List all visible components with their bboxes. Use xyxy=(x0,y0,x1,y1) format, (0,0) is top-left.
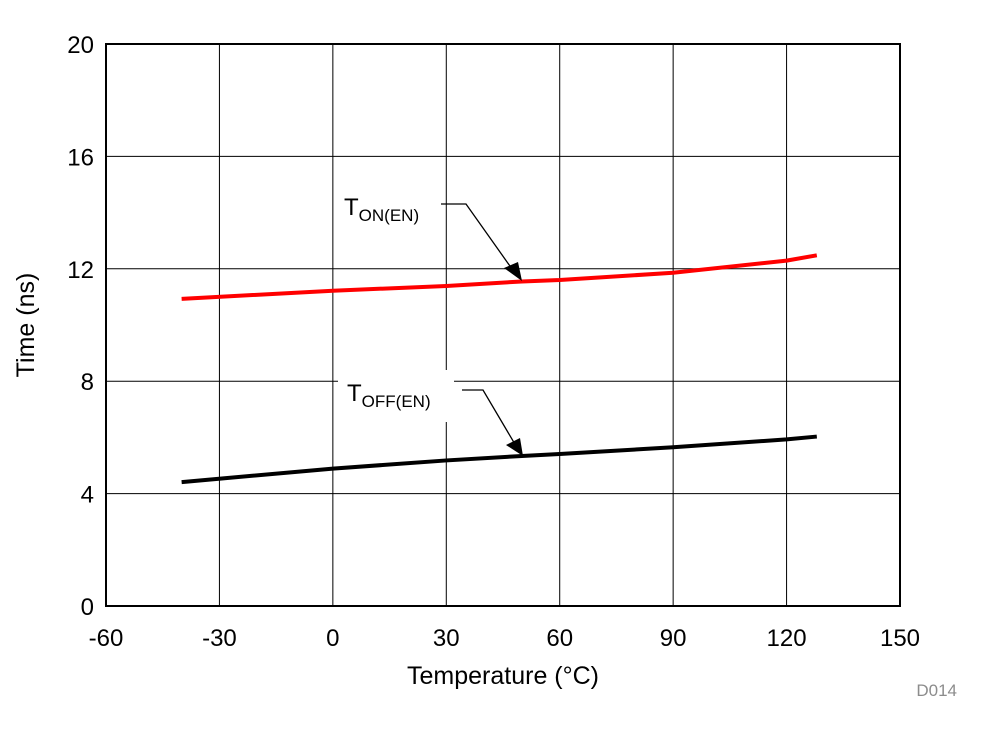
y-tick-label: 12 xyxy=(67,257,94,284)
tick-labels: -60 -30 0 30 60 90 120 150 0 4 8 12 16 20 xyxy=(67,32,920,652)
series-group xyxy=(182,255,817,482)
x-tick-label: -30 xyxy=(202,625,237,652)
plot-frame xyxy=(106,44,900,606)
series-line-0 xyxy=(182,255,817,299)
x-tick-label: 60 xyxy=(546,625,573,652)
x-tick-label: 0 xyxy=(326,625,339,652)
y-axis-label: Time (ns) xyxy=(12,273,40,378)
x-tick-label: 120 xyxy=(767,625,807,652)
x-tick-label: 30 xyxy=(433,625,460,652)
ton-arrowhead xyxy=(504,262,522,281)
toff-leader-line xyxy=(462,390,519,451)
x-tick-label: -60 xyxy=(89,625,124,652)
x-tick-label: 90 xyxy=(660,625,687,652)
ton-leader-line xyxy=(441,204,517,276)
y-tick-label: 20 xyxy=(67,32,94,59)
x-tick-label: 150 xyxy=(880,625,920,652)
y-tick-label: 4 xyxy=(81,482,94,509)
figure-id-label: D014 xyxy=(916,681,957,700)
series-line-1 xyxy=(182,437,817,483)
y-tick-label: 0 xyxy=(81,594,94,621)
grid xyxy=(106,44,900,606)
y-tick-label: 16 xyxy=(67,144,94,171)
annotations: TON(EN) TOFF(EN) xyxy=(338,188,523,456)
y-tick-label: 8 xyxy=(81,369,94,396)
x-axis-label: Temperature (°C) xyxy=(407,662,599,690)
toff-arrowhead xyxy=(506,438,523,456)
